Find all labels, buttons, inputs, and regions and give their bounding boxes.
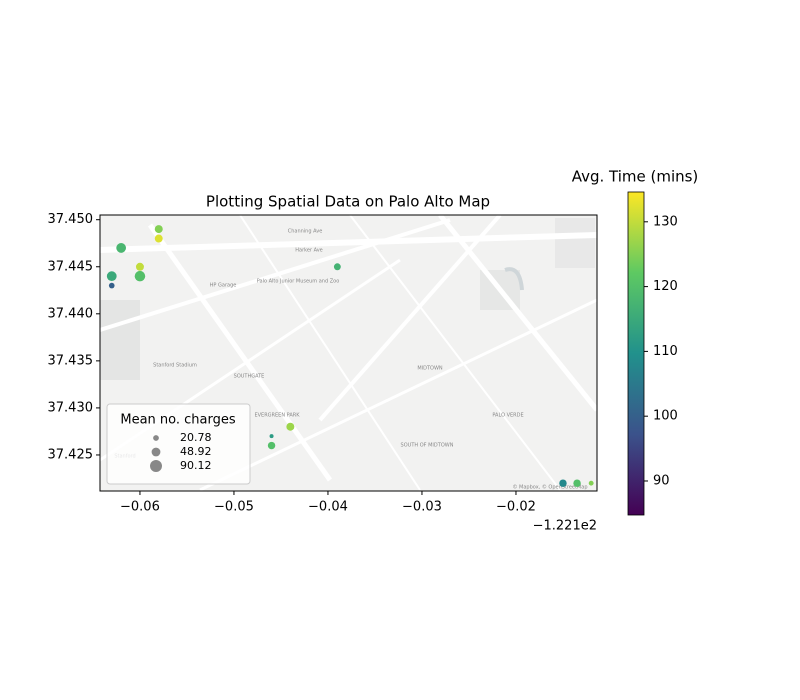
- x-tick-label: −0.04: [308, 500, 348, 515]
- point: [559, 479, 567, 487]
- map-label: PALO VERDE: [492, 413, 523, 419]
- y-tick-label: 37.425: [48, 447, 94, 462]
- point: [134, 270, 146, 282]
- map-label: Stanford Stadium: [153, 363, 197, 369]
- legend-marker: [153, 435, 159, 441]
- map-label: EVERGREEN PARK: [254, 413, 300, 419]
- colorbar: [627, 191, 645, 516]
- point: [573, 479, 581, 487]
- point: [154, 225, 163, 234]
- point: [106, 271, 117, 282]
- point: [588, 480, 594, 486]
- size-legend: [106, 403, 251, 485]
- legend-label: 20.78: [180, 431, 212, 444]
- point: [116, 243, 127, 253]
- point: [135, 262, 144, 271]
- x-tick-label: −0.03: [402, 500, 442, 515]
- colorbar-tick-label: 110: [653, 344, 678, 359]
- colorbar-label: Avg. Time (mins): [572, 168, 699, 186]
- colorbar-tick-label: 100: [653, 409, 678, 424]
- point: [269, 434, 274, 439]
- legend-marker: [150, 460, 162, 472]
- legend-label: 48.92: [180, 445, 212, 458]
- map-label: HP Garage: [210, 283, 237, 289]
- map-label: Palo Alto Junior Museum and Zoo: [257, 279, 340, 285]
- map-label: SOUTHGATE: [234, 374, 265, 380]
- y-tick-label: 37.445: [48, 259, 94, 274]
- x-tick-label: −0.02: [496, 500, 536, 515]
- colorbar-tick-label: 120: [653, 279, 678, 294]
- point: [108, 282, 115, 289]
- map-label: MIDTOWN: [417, 366, 443, 372]
- legend-marker: [151, 447, 161, 457]
- colorbar-tick-label: 90: [653, 473, 670, 488]
- point: [267, 441, 276, 450]
- legend-title: Mean no. charges: [120, 413, 236, 428]
- chart-title: Plotting Spatial Data on Palo Alto Map: [206, 193, 490, 211]
- map-label: Harker Ave: [295, 248, 322, 254]
- x-offset-label: −1.221e2: [533, 519, 597, 534]
- legend-label: 90.12: [180, 459, 212, 472]
- point: [154, 234, 163, 243]
- point: [333, 263, 341, 271]
- map-label: Channing Ave: [288, 229, 323, 235]
- y-tick-label: 37.440: [48, 306, 94, 321]
- y-tick-label: 37.430: [48, 400, 94, 415]
- y-tick-label: 37.435: [48, 353, 94, 368]
- map-label: © Mapbox, © OpenStreetMap: [512, 484, 587, 491]
- y-tick-label: 37.450: [48, 212, 94, 227]
- axes-frame: [99, 214, 598, 492]
- colorbar-tick-label: 130: [653, 214, 678, 229]
- x-tick-label: −0.05: [214, 500, 254, 515]
- map-label: SOUTH OF MIDTOWN: [401, 443, 454, 449]
- x-tick-label: −0.06: [120, 500, 160, 515]
- point: [286, 422, 295, 431]
